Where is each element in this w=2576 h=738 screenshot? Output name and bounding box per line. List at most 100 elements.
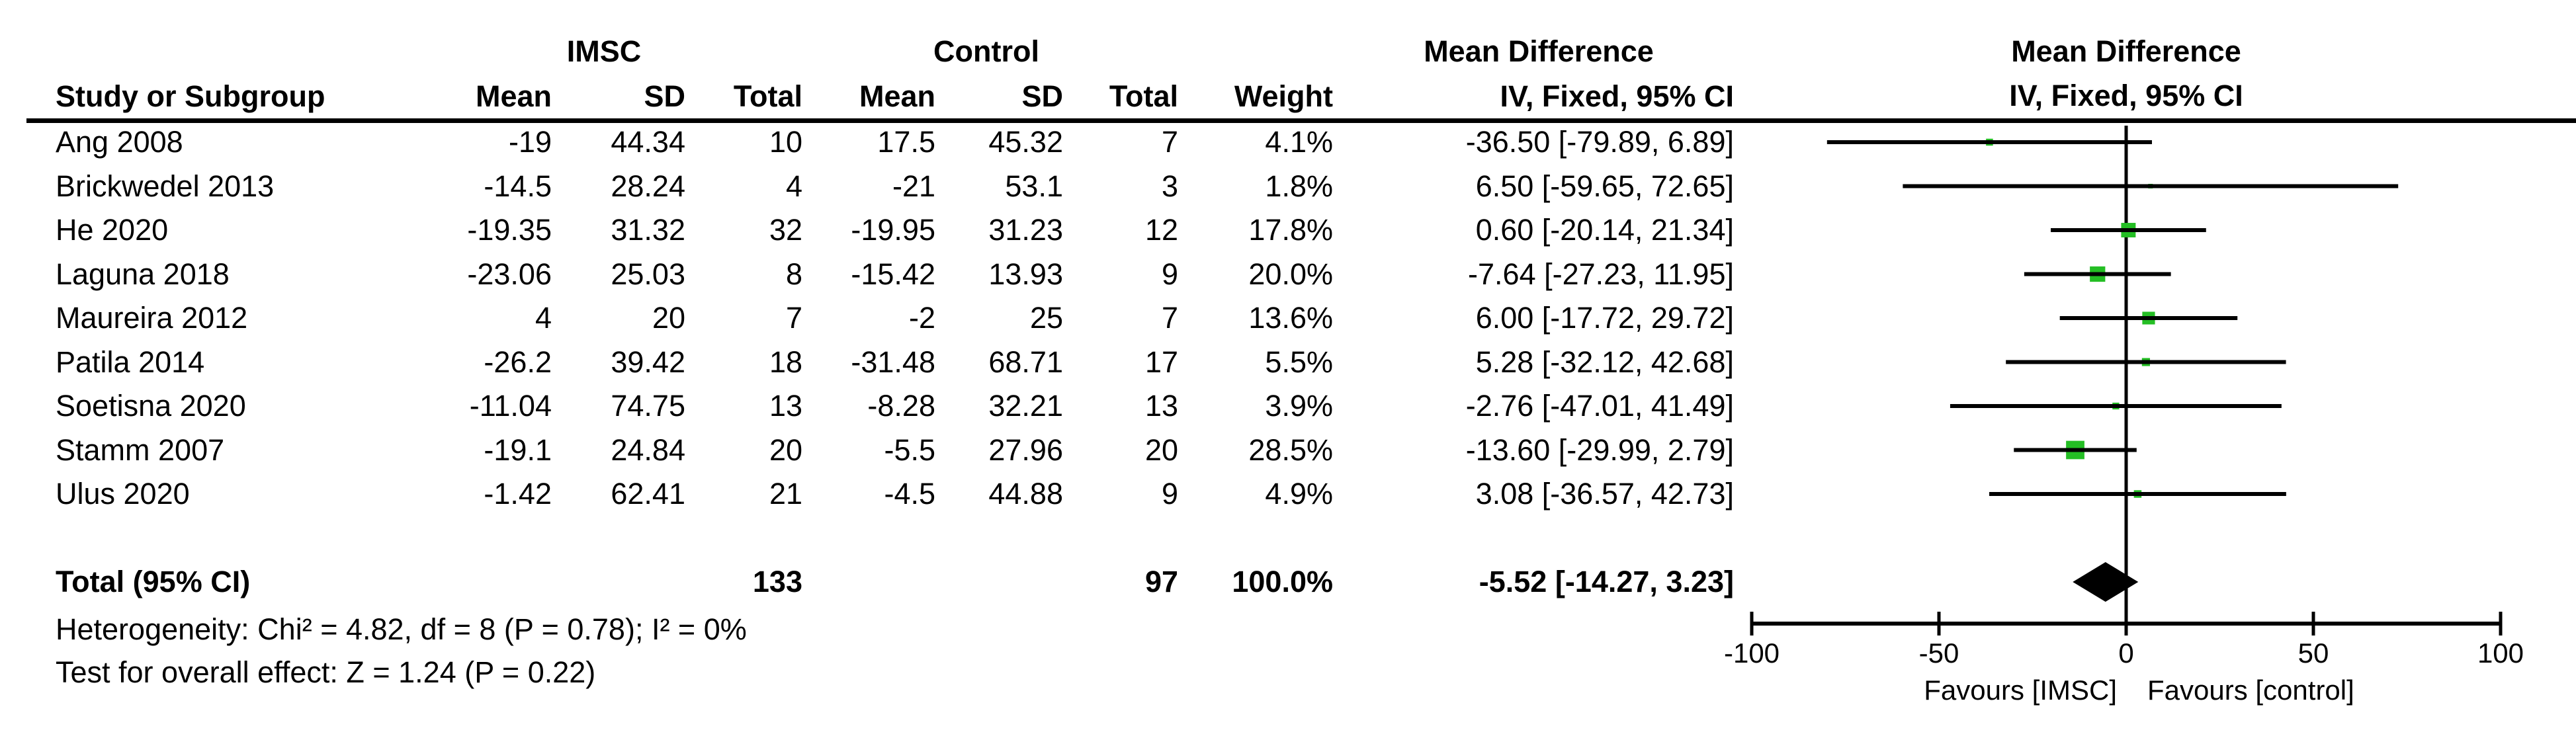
control-total-cell: 9: [1161, 257, 1178, 291]
imsc-total-cell: 13: [769, 389, 802, 423]
effect-square: [2112, 402, 2120, 410]
plot-ci-header: IV, Fixed, 95% CI: [2009, 79, 2243, 112]
effect-square: [2148, 184, 2153, 188]
col-header-study: Study or Subgroup: [56, 79, 325, 113]
imsc-mean-cell: -19.1: [484, 433, 552, 467]
ci-text-cell: 3.08 [-36.57, 42.73]: [1475, 477, 1734, 511]
imsc-sd-cell: 25.03: [611, 257, 685, 291]
study-label: Stamm 2007: [56, 433, 225, 467]
total-ci-text: -5.52 [-14.27, 3.23]: [1479, 565, 1734, 598]
imsc-mean-cell: -26.2: [484, 345, 552, 379]
col-header-imsc-mean: Mean: [475, 79, 552, 113]
imsc-mean-cell: -19: [508, 125, 552, 159]
ci-text-cell: -13.60 [-29.99, 2.79]: [1465, 433, 1734, 467]
weight-cell: 20.0%: [1248, 257, 1333, 291]
weight-cell: 5.5%: [1265, 345, 1333, 379]
imsc-sd-cell: 31.32: [611, 213, 685, 247]
imsc-total-cell: 18: [769, 345, 802, 379]
weight-cell: 4.1%: [1265, 125, 1333, 159]
control-sd-cell: 68.71: [988, 345, 1063, 379]
empty-cell: [552, 560, 685, 604]
weight-cell: 3.9%: [1265, 389, 1333, 423]
control-total-cell: 13: [1144, 389, 1178, 423]
study-row: Stamm 2007 -19.1 24.84 20 -5.5 27.96 20 …: [0, 429, 1734, 472]
weight-cell: 1.8%: [1265, 169, 1333, 203]
control-total-cell: 20: [1144, 433, 1178, 467]
imsc-total-cell: 21: [769, 477, 802, 511]
imsc-mean-cell: -1.42: [484, 477, 552, 511]
study-label: Brickwedel 2013: [56, 169, 275, 203]
control-sd-cell: 25: [1029, 301, 1063, 335]
study-row: Ang 2008 -19 44.34 10 17.5 45.32 7 4.1% …: [0, 120, 1734, 164]
ci-text-cell: 6.00 [-17.72, 29.72]: [1475, 301, 1734, 335]
control-total-cell: 12: [1144, 213, 1178, 247]
effect-square: [2121, 223, 2136, 237]
ci-text-cell: 0.60 [-20.14, 21.34]: [1475, 213, 1734, 247]
favours-left-label: Favours [IMSC]: [1924, 675, 2117, 706]
effect-square: [2141, 358, 2150, 366]
control-mean-cell: -8.28: [867, 389, 935, 423]
control-sd-cell: 53.1: [1005, 169, 1063, 203]
imsc-total-cell: 8: [785, 257, 802, 291]
control-sd-cell: 13.93: [988, 257, 1063, 291]
study-label: Ang 2008: [56, 125, 183, 159]
col-header-imsc-sd: SD: [644, 79, 685, 113]
ci-text-cell: -2.76 [-47.01, 41.49]: [1465, 389, 1734, 423]
col-header-control-sd: SD: [1021, 79, 1063, 113]
study-label: Soetisna 2020: [56, 389, 246, 423]
total-control-n: 97: [1144, 565, 1178, 598]
imsc-sd-cell: 24.84: [611, 433, 685, 467]
control-group-header: Control: [933, 34, 1039, 68]
effect-square: [1986, 138, 1993, 146]
control-mean-cell: -15.42: [851, 257, 935, 291]
control-mean-cell: -5.5: [884, 433, 935, 467]
control-sd-cell: 44.88: [988, 477, 1063, 511]
study-label: Maureira 2012: [56, 301, 248, 335]
control-total-cell: 7: [1161, 301, 1178, 335]
ci-text-cell: -36.50 [-79.89, 6.89]: [1465, 125, 1734, 159]
mean-difference-plot-header: Mean Difference: [2011, 34, 2241, 68]
control-mean-cell: -21: [892, 169, 935, 203]
effect-square: [2133, 490, 2142, 498]
header-divider: [26, 118, 2576, 123]
imsc-mean-cell: 4: [535, 301, 552, 335]
imsc-sd-cell: 28.24: [611, 169, 685, 203]
total-row: Total (95% CI) 133 97 100.0% -5.52 [-14.…: [0, 560, 1734, 604]
imsc-total-cell: 4: [785, 169, 802, 203]
control-mean-cell: -31.48: [851, 345, 935, 379]
control-sd-cell: 27.96: [988, 433, 1063, 467]
mean-difference-table-header: Mean Difference: [1424, 34, 1654, 68]
tick-label: 0: [2118, 637, 2133, 669]
control-total-cell: 17: [1144, 345, 1178, 379]
imsc-mean-cell: -19.35: [467, 213, 552, 247]
control-sd-cell: 45.32: [988, 125, 1063, 159]
study-label: He 2020: [56, 213, 169, 247]
ci-text-cell: 5.28 [-32.12, 42.68]: [1475, 345, 1734, 379]
imsc-sd-cell: 44.34: [611, 125, 685, 159]
study-row: Patila 2014 -26.2 39.42 18 -31.48 68.71 …: [0, 341, 1734, 384]
favours-right-label: Favours [control]: [2147, 675, 2354, 706]
total-weight: 100.0%: [1232, 565, 1333, 598]
imsc-sd-cell: 74.75: [611, 389, 685, 423]
effect-square: [2142, 311, 2155, 325]
control-total-cell: 7: [1161, 125, 1178, 159]
study-row: Laguna 2018 -23.06 25.03 8 -15.42 13.93 …: [0, 253, 1734, 296]
control-mean-cell: -4.5: [884, 477, 935, 511]
study-row: He 2020 -19.35 31.32 32 -19.95 31.23 12 …: [0, 208, 1734, 252]
overall-effect-text: Test for overall effect: Z = 1.24 (P = 0…: [56, 655, 596, 689]
effect-square: [2066, 440, 2084, 460]
study-row: Ulus 2020 -1.42 62.41 21 -4.5 44.88 9 4.…: [0, 472, 1734, 516]
weight-cell: 17.8%: [1248, 213, 1333, 247]
empty-cell: [802, 560, 935, 604]
imsc-total-cell: 20: [769, 433, 802, 467]
control-total-cell: 3: [1161, 169, 1178, 203]
control-mean-cell: -19.95: [851, 213, 935, 247]
control-total-cell: 9: [1161, 477, 1178, 511]
study-row: Brickwedel 2013 -14.5 28.24 4 -21 53.1 3…: [0, 165, 1734, 208]
study-label: Patila 2014: [56, 345, 205, 379]
weight-cell: 28.5%: [1248, 433, 1333, 467]
ci-text-cell: 6.50 [-59.65, 72.65]: [1475, 169, 1734, 203]
heterogeneity-text: Heterogeneity: Chi² = 4.82, df = 8 (P = …: [56, 612, 747, 646]
tick-label: 100: [2477, 637, 2524, 669]
